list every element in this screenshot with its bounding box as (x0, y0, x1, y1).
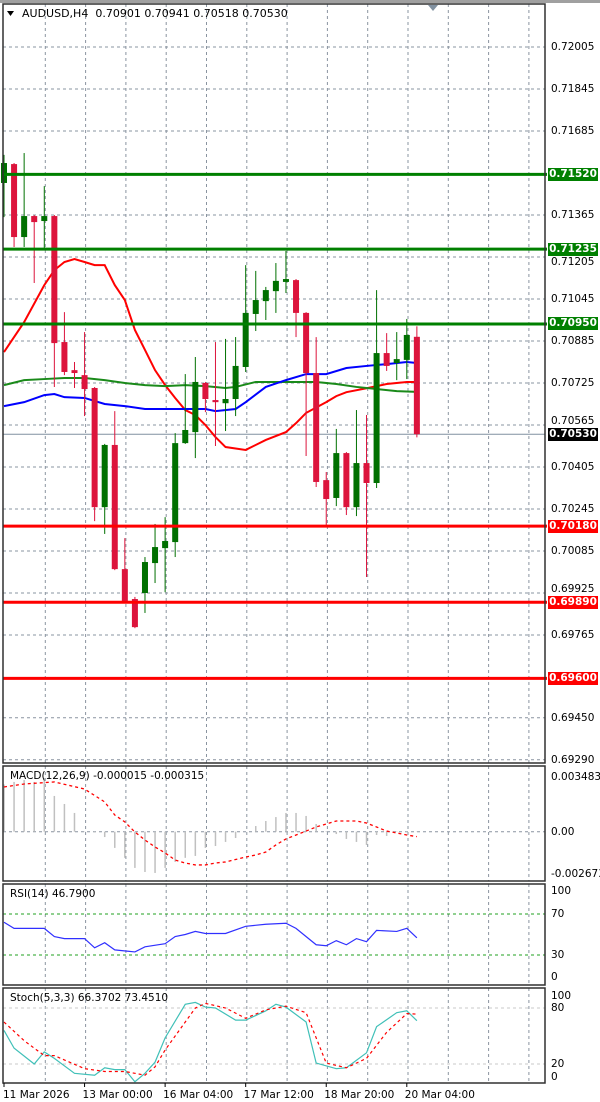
rsi-label: RSI(14) 46.7900 (10, 888, 96, 900)
rsi-tick-label: 70 (551, 908, 565, 920)
bearish-candle (131, 599, 138, 628)
bullish-candle (182, 429, 189, 444)
chart-shift-marker-icon (428, 5, 438, 11)
bearish-candle (293, 280, 300, 313)
bearish-candle (363, 463, 370, 484)
price-tick-label: 0.70245 (551, 503, 595, 515)
time-tick-label: 20 Mar 04:00 (404, 1089, 475, 1101)
stoch-k-line (3, 1001, 418, 1083)
bullish-candle (272, 280, 279, 292)
main-pane (2, 3, 546, 764)
time-tick-label: 18 Mar 20:00 (324, 1089, 395, 1101)
bullish-candle (282, 279, 289, 282)
price-tick-label: 0.69765 (551, 629, 595, 641)
symbol-label: AUDUSD,H4 (22, 7, 89, 20)
bearish-candle (61, 342, 68, 372)
price-tick-label: 0.71205 (551, 256, 595, 269)
level-price-label: 0.71520 (548, 167, 598, 181)
bullish-candle (252, 300, 259, 314)
bullish-candle (192, 381, 199, 433)
macd-tick-label: 0.003483 (551, 770, 600, 783)
rsi-line (3, 921, 418, 953)
macd-signal-line (3, 781, 417, 866)
chart-header[interactable]: AUDUSD,H4 0.70901 0.70941 0.70518 0.7053… (22, 8, 288, 20)
bearish-candle (31, 216, 38, 223)
price-tick-label: 0.71845 (551, 83, 595, 95)
stoch-d-line (3, 1002, 417, 1076)
bearish-candle (81, 375, 88, 390)
bearish-candle (323, 480, 330, 500)
stoch-tick-label: 100 (551, 990, 572, 1002)
bullish-candle (141, 562, 148, 593)
bullish-candle (373, 353, 380, 484)
level-price-label: 0.70180 (548, 519, 598, 533)
macd-tick-label: 0.00 (551, 825, 575, 838)
time-tick-label: 13 Mar 00:00 (82, 1089, 153, 1101)
bearish-candle (313, 373, 320, 482)
bearish-candle (91, 387, 98, 508)
bullish-candle (152, 547, 159, 564)
bearish-candle (202, 383, 209, 400)
bullish-candle (262, 290, 269, 302)
bullish-candle (333, 453, 340, 498)
bullish-candle (41, 216, 48, 222)
bullish-candle (101, 444, 108, 508)
ohlc-readout: 0.70901 0.70941 0.70518 0.70530 (95, 7, 288, 20)
bearish-candle (383, 353, 390, 366)
bearish-candle (71, 370, 78, 374)
bearish-candle (111, 444, 118, 570)
bearish-candle (121, 569, 128, 603)
bullish-candle (242, 312, 249, 367)
bearish-candle (413, 336, 420, 435)
stoch-pane (2, 987, 546, 1084)
level-price-label: 0.69890 (548, 595, 598, 609)
price-tick-label: 0.71045 (551, 293, 595, 305)
bullish-candle (172, 443, 179, 543)
price-tick-label: 0.70565 (551, 415, 595, 428)
dropdown-triangle-icon (7, 11, 14, 16)
price-tick-label: 0.70405 (551, 461, 595, 473)
stoch-tick-label: 20 (551, 1058, 565, 1070)
stoch-tick-label: 0 (551, 1070, 558, 1083)
rsi-tick-label: 0 (551, 971, 558, 983)
price-tick-label: 0.71365 (551, 209, 595, 221)
stoch-tick-label: 80 (551, 1002, 565, 1015)
rsi-tick-label: 100 (551, 885, 572, 897)
level-price-label: 0.70950 (548, 317, 598, 331)
bullish-candle (393, 359, 400, 364)
time-tick-label: 17 Mar 12:00 (243, 1089, 314, 1101)
price-tick-label: 0.69450 (551, 711, 595, 724)
bearish-candle (51, 216, 58, 344)
bearish-candle (303, 312, 310, 374)
bullish-candle (403, 334, 410, 360)
bullish-candle (232, 365, 239, 400)
time-tick-label: 16 Mar 04:00 (163, 1089, 234, 1101)
current-price-label: 0.70530 (548, 427, 598, 441)
price-tick-label: 0.69925 (551, 583, 595, 596)
macd-pane (2, 765, 546, 882)
macd-tick-label: -0.002673 (551, 867, 600, 880)
bearish-candle (212, 400, 219, 403)
price-tick-label: 0.70725 (551, 377, 595, 389)
price-tick-label: 0.71685 (551, 125, 595, 137)
moving-average-line (3, 360, 417, 413)
bullish-candle (162, 541, 169, 549)
bullish-candle (353, 463, 360, 508)
bullish-candle (21, 216, 28, 238)
macd-label: MACD(12,26,9) -0.000015 -0.000315 (10, 770, 205, 782)
bearish-candle (343, 453, 350, 508)
price-tick-label: 0.69290 (551, 753, 595, 766)
rsi-pane (2, 883, 546, 986)
bullish-candle (222, 399, 229, 404)
level-price-label: 0.71235 (548, 242, 598, 256)
level-price-label: 0.69600 (548, 671, 598, 685)
price-tick-label: 0.70085 (551, 545, 595, 557)
stoch-label: Stoch(5,3,3) 66.3702 73.4510 (10, 992, 169, 1004)
time-tick-label: 11 Mar 2026 (3, 1089, 70, 1101)
bearish-candle (11, 164, 18, 238)
price-tick-label: 0.72005 (551, 41, 595, 53)
rsi-tick-label: 30 (551, 949, 565, 961)
price-tick-label: 0.70885 (551, 335, 595, 347)
